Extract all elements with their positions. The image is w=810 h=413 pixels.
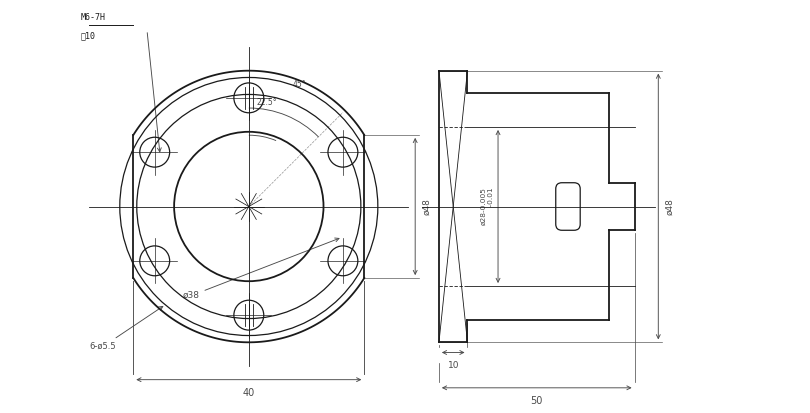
Text: 6-ø5.5: 6-ø5.5: [89, 306, 163, 351]
Text: ø28-0.005
    -0.01: ø28-0.005 -0.01: [480, 188, 494, 225]
Text: 22.5°: 22.5°: [257, 98, 278, 107]
Text: 45°: 45°: [293, 80, 306, 89]
Text: ø48: ø48: [665, 198, 674, 215]
Text: 50: 50: [531, 396, 543, 406]
Text: M6-7H: M6-7H: [81, 13, 106, 22]
Text: 10: 10: [447, 361, 459, 370]
Text: ø38: ø38: [182, 238, 339, 300]
Text: ø48: ø48: [422, 198, 431, 215]
Text: 40: 40: [243, 389, 255, 399]
Text: 深10: 深10: [81, 31, 96, 40]
